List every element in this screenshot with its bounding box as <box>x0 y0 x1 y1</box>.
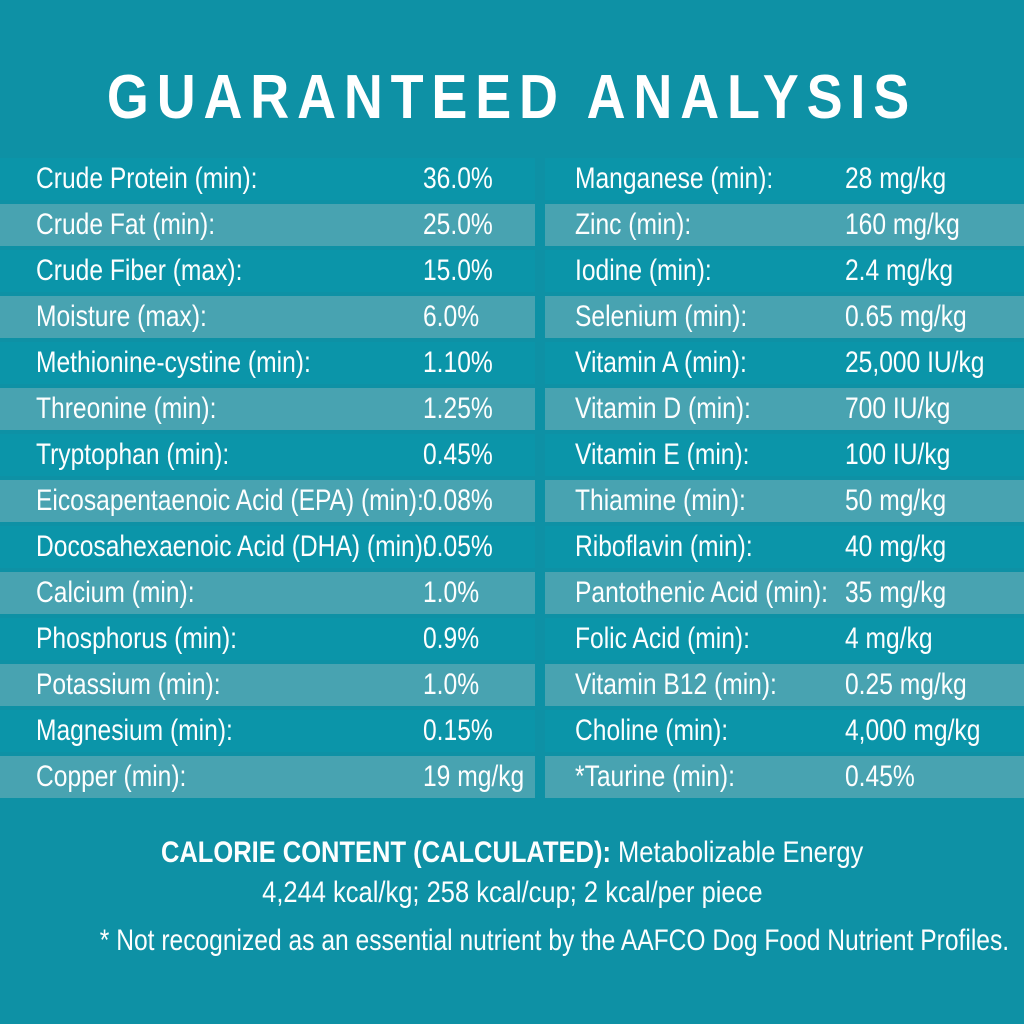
table-row: Zinc (min): 160 mg/kg <box>545 204 1024 246</box>
nutrient-label: Magnesium (min): <box>36 714 233 747</box>
nutrient-value: 1.25% <box>423 392 493 425</box>
nutrient-value: 28 mg/kg <box>845 162 947 195</box>
table-row: Folic Acid (min): 4 mg/kg <box>545 618 1024 660</box>
nutrient-label: Moisture (max): <box>36 300 207 333</box>
page-title: GUARANTEED ANALYSIS <box>106 63 918 132</box>
nutrient-label: Iodine (min): <box>575 254 712 287</box>
nutrient-label: Folic Acid (min): <box>575 622 750 655</box>
nutrient-value: 6.0% <box>423 300 480 333</box>
nutrient-label: Tryptophan (min): <box>36 438 230 471</box>
nutrient-value: 0.08% <box>423 484 493 517</box>
nutrient-label: Crude Fiber (max): <box>36 254 243 287</box>
nutrient-value: 0.15% <box>423 714 493 747</box>
table-row: Magnesium (min): 0.15% <box>0 710 535 752</box>
calorie-content-description: Metabolizable Energy <box>610 836 864 869</box>
nutrient-value: 15.0% <box>423 254 493 287</box>
table-row: Manganese (min): 28 mg/kg <box>545 158 1024 200</box>
calorie-content-heading-line: CALORIE CONTENT (CALCULATED): Metaboliza… <box>0 836 1024 870</box>
table-row: Calcium (min): 1.0% <box>0 572 535 614</box>
nutrient-value: 19 mg/kg <box>423 760 525 793</box>
table-row: Docosahexaenoic Acid (DHA) (min): 0.05% <box>0 526 535 568</box>
left-column: Crude Protein (min): 36.0% Crude Fat (min… <box>0 158 535 802</box>
nutrient-label: Manganese (min): <box>575 162 774 195</box>
table-row: Pantothenic Acid (min): 35 mg/kg <box>545 572 1024 614</box>
nutrient-label: Phosphorus (min): <box>36 622 237 655</box>
nutrient-label: Eicosapentaenoic Acid (EPA) (min): <box>36 484 424 517</box>
table-row: Tryptophan (min): 0.45% <box>0 434 535 476</box>
table-row: Moisture (max): 6.0% <box>0 296 535 338</box>
nutrient-label: Threonine (min): <box>36 392 217 425</box>
nutrient-value: 0.65 mg/kg <box>845 300 967 333</box>
table-row: Threonine (min): 1.25% <box>0 388 535 430</box>
footnote: * Not recognized as an essential nutrien… <box>0 924 1024 958</box>
table-row: Vitamin B12 (min): 0.25 mg/kg <box>545 664 1024 706</box>
nutrient-value: 700 IU/kg <box>845 392 951 425</box>
table-row: Iodine (min): 2.4 mg/kg <box>545 250 1024 292</box>
nutrient-label: Potassium (min): <box>36 668 221 701</box>
nutrient-label: Pantothenic Acid (min): <box>575 576 828 609</box>
nutrient-value: 4,000 mg/kg <box>845 714 981 747</box>
nutrient-value: 36.0% <box>423 162 493 195</box>
table-row: Thiamine (min): 50 mg/kg <box>545 480 1024 522</box>
nutrient-value: 1.0% <box>423 668 480 701</box>
nutrient-value: 40 mg/kg <box>845 530 947 563</box>
nutrient-label: Vitamin D (min): <box>575 392 751 425</box>
table-row: Vitamin D (min): 700 IU/kg <box>545 388 1024 430</box>
nutrient-value: 100 IU/kg <box>845 438 951 471</box>
nutrient-value: 4 mg/kg <box>845 622 933 655</box>
table-row: Crude Protein (min): 36.0% <box>0 158 535 200</box>
nutrient-label: Vitamin E (min): <box>575 438 750 471</box>
nutrient-value: 35 mg/kg <box>845 576 947 609</box>
nutrient-label: Copper (min): <box>36 760 187 793</box>
nutrient-value: 0.45% <box>845 760 915 793</box>
nutrient-label: Docosahexaenoic Acid (DHA) (min): <box>36 530 430 563</box>
nutrient-label: Crude Fat (min): <box>36 208 216 241</box>
nutrient-label: Selenium (min): <box>575 300 748 333</box>
nutrient-value: 25,000 IU/kg <box>845 346 985 379</box>
nutrient-value: 0.9% <box>423 622 480 655</box>
nutrient-label: Vitamin A (min): <box>575 346 747 379</box>
nutrient-label: Zinc (min): <box>575 208 692 241</box>
calorie-values: 4,244 kcal/kg; 258 kcal/cup; 2 kcal/per … <box>261 876 763 909</box>
table-row: Choline (min): 4,000 mg/kg <box>545 710 1024 752</box>
nutrient-value: 0.25 mg/kg <box>845 668 967 701</box>
nutrient-value: 50 mg/kg <box>845 484 947 517</box>
nutrient-label: Thiamine (min): <box>575 484 746 517</box>
calorie-content-heading: CALORIE CONTENT (CALCULATED): <box>160 836 611 869</box>
table-row: Riboflavin (min): 40 mg/kg <box>545 526 1024 568</box>
nutrient-label: Vitamin B12 (min): <box>575 668 777 701</box>
nutrient-value: 2.4 mg/kg <box>845 254 954 287</box>
table-row: Copper (min): 19 mg/kg <box>0 756 535 798</box>
nutrient-value: 0.45% <box>423 438 493 471</box>
table-row: Crude Fiber (max): 15.0% <box>0 250 535 292</box>
nutrient-value: 1.0% <box>423 576 480 609</box>
nutrient-value: 25.0% <box>423 208 493 241</box>
nutrient-label: *Taurine (min): <box>575 760 735 793</box>
nutrient-value: 0.05% <box>423 530 493 563</box>
table-row: Phosphorus (min): 0.9% <box>0 618 535 660</box>
nutrient-label: Calcium (min): <box>36 576 195 609</box>
footnote-text: * Not recognized as an essential nutrien… <box>99 924 1010 957</box>
table-row: Vitamin A (min): 25,000 IU/kg <box>545 342 1024 384</box>
table-row: *Taurine (min): 0.45% <box>545 756 1024 798</box>
table-row: Selenium (min): 0.65 mg/kg <box>545 296 1024 338</box>
table-row: Potassium (min): 1.0% <box>0 664 535 706</box>
table-row: Vitamin E (min): 100 IU/kg <box>545 434 1024 476</box>
nutrient-label: Choline (min): <box>575 714 729 747</box>
nutrient-label: Methionine-cystine (min): <box>36 346 311 379</box>
nutrient-label: Crude Protein (min): <box>36 162 258 195</box>
nutrient-label: Riboflavin (min): <box>575 530 753 563</box>
calorie-values-line: 4,244 kcal/kg; 258 kcal/cup; 2 kcal/per … <box>0 876 1024 910</box>
nutrient-value: 1.10% <box>423 346 493 379</box>
right-column: Manganese (min): 28 mg/kg Zinc (min): 160 … <box>545 158 1024 802</box>
table-row: Methionine-cystine (min): 1.10% <box>0 342 535 384</box>
table-row: Crude Fat (min): 25.0% <box>0 204 535 246</box>
nutrient-value: 160 mg/kg <box>845 208 960 241</box>
table-row: Eicosapentaenoic Acid (EPA) (min): 0.08% <box>0 480 535 522</box>
